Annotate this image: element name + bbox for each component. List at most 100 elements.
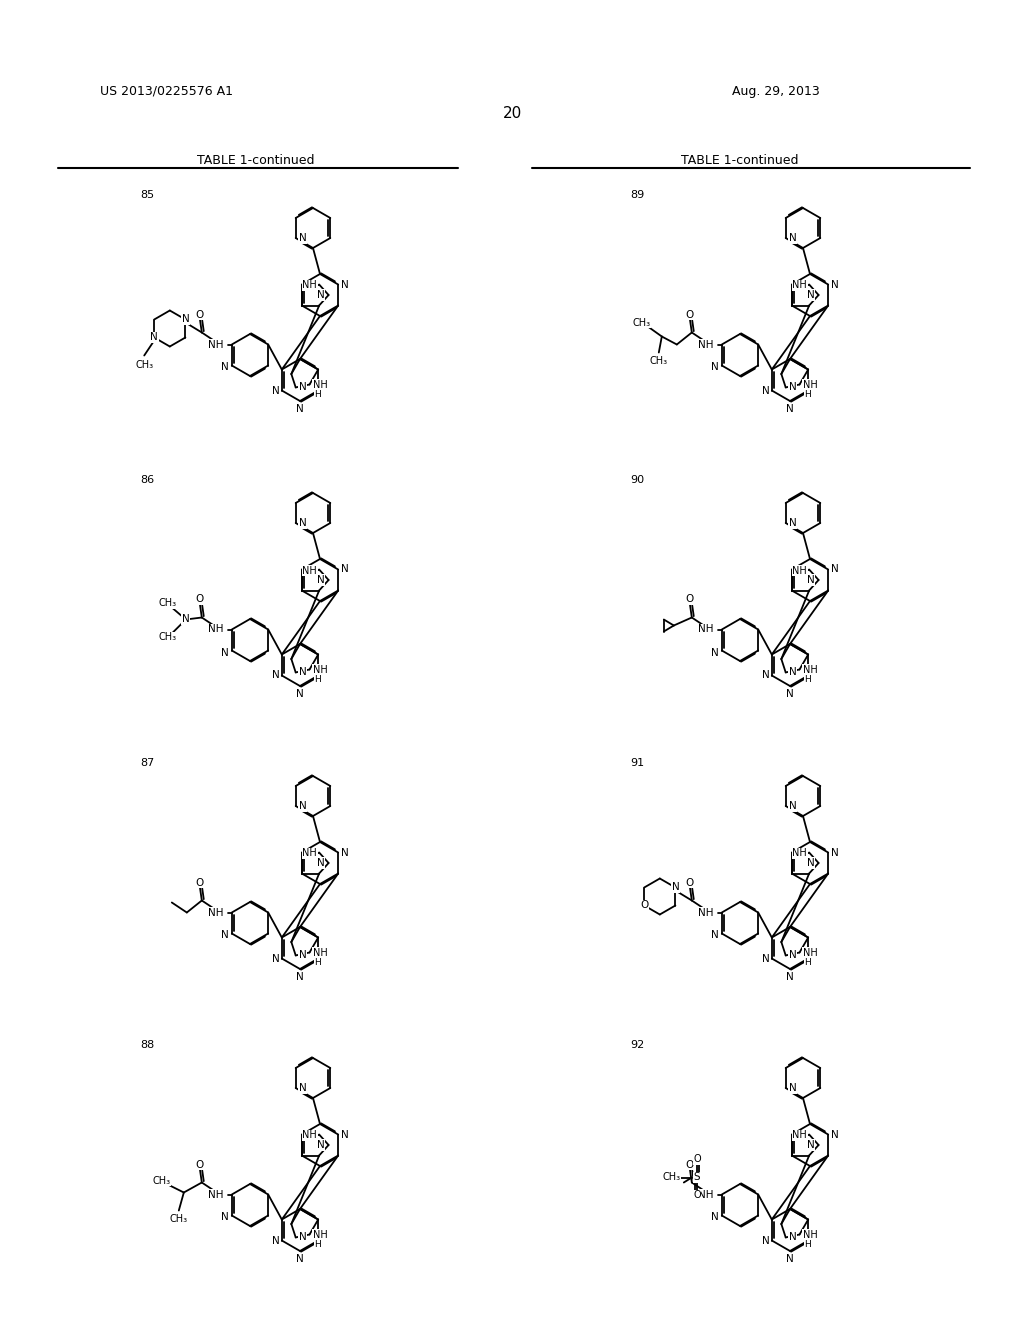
Text: H: H <box>314 675 322 684</box>
Text: N: N <box>341 565 349 574</box>
Text: N: N <box>788 383 797 392</box>
Text: N: N <box>762 385 770 396</box>
Text: NH: NH <box>312 1229 328 1239</box>
Text: US 2013/0225576 A1: US 2013/0225576 A1 <box>100 84 233 98</box>
Text: O: O <box>640 900 648 911</box>
Text: 87: 87 <box>140 758 155 768</box>
Text: H: H <box>314 1239 322 1249</box>
Text: N: N <box>786 1254 794 1265</box>
Text: N: N <box>296 404 304 414</box>
Text: 89: 89 <box>630 190 644 201</box>
Text: NH: NH <box>312 380 328 389</box>
Text: N: N <box>831 280 839 289</box>
Text: NH: NH <box>698 1189 714 1200</box>
Text: 92: 92 <box>630 1040 644 1049</box>
Text: N: N <box>341 280 349 289</box>
Text: CH₃: CH₃ <box>633 318 651 327</box>
Text: N: N <box>341 847 349 858</box>
Text: NH: NH <box>208 1189 224 1200</box>
Text: N: N <box>182 615 189 624</box>
Text: N: N <box>807 1140 814 1150</box>
Text: CH₃: CH₃ <box>650 356 668 367</box>
Text: NH: NH <box>302 1130 317 1140</box>
Text: N: N <box>788 234 797 243</box>
Text: N: N <box>299 668 306 677</box>
Text: NH: NH <box>302 849 317 858</box>
Text: N: N <box>221 363 228 372</box>
Text: N: N <box>296 1254 304 1265</box>
Text: N: N <box>316 858 325 869</box>
Text: N: N <box>807 290 814 300</box>
Text: N: N <box>316 290 325 300</box>
Text: N: N <box>299 517 306 528</box>
Text: N: N <box>272 671 280 681</box>
Text: N: N <box>711 648 719 657</box>
Text: N: N <box>272 385 280 396</box>
Text: O: O <box>196 1159 204 1170</box>
Text: N: N <box>341 1130 349 1139</box>
Text: N: N <box>272 953 280 964</box>
Text: N: N <box>711 363 719 372</box>
Text: N: N <box>831 565 839 574</box>
Text: N: N <box>831 1130 839 1139</box>
Text: NH: NH <box>803 380 817 389</box>
Text: 88: 88 <box>140 1040 155 1049</box>
Text: N: N <box>786 689 794 700</box>
Text: N: N <box>711 931 719 940</box>
Text: CH₃: CH₃ <box>170 1214 187 1225</box>
Text: 91: 91 <box>630 758 644 768</box>
Text: NH: NH <box>698 339 714 350</box>
Text: NH: NH <box>208 624 224 635</box>
Text: N: N <box>788 517 797 528</box>
Text: 90: 90 <box>630 475 644 484</box>
Text: CH₃: CH₃ <box>159 598 177 609</box>
Text: N: N <box>788 1233 797 1242</box>
Text: H: H <box>805 1239 811 1249</box>
Text: NH: NH <box>698 624 714 635</box>
Text: N: N <box>711 1213 719 1222</box>
Text: O: O <box>686 878 694 887</box>
Text: NH: NH <box>803 1229 817 1239</box>
Text: 20: 20 <box>503 106 521 120</box>
Text: TABLE 1-continued: TABLE 1-continued <box>198 154 314 168</box>
Text: N: N <box>299 801 306 810</box>
Text: N: N <box>762 671 770 681</box>
Text: N: N <box>316 576 325 585</box>
Text: Aug. 29, 2013: Aug. 29, 2013 <box>732 84 820 98</box>
Text: N: N <box>299 234 306 243</box>
Text: H: H <box>314 389 322 399</box>
Text: NH: NH <box>208 339 224 350</box>
Text: N: N <box>221 1213 228 1222</box>
Text: N: N <box>786 404 794 414</box>
Text: NH: NH <box>302 281 317 290</box>
Text: N: N <box>296 972 304 982</box>
Text: N: N <box>296 689 304 700</box>
Text: N: N <box>221 648 228 657</box>
Text: CH₃: CH₃ <box>159 632 177 643</box>
Text: N: N <box>299 950 306 961</box>
Text: N: N <box>181 314 189 325</box>
Text: N: N <box>788 801 797 810</box>
Text: N: N <box>762 1236 770 1246</box>
Text: 86: 86 <box>140 475 155 484</box>
Text: H: H <box>805 675 811 684</box>
Text: NH: NH <box>803 664 817 675</box>
Text: O: O <box>686 309 694 319</box>
Text: O: O <box>693 1155 700 1164</box>
Text: TABLE 1-continued: TABLE 1-continued <box>681 154 799 168</box>
Text: N: N <box>762 953 770 964</box>
Text: N: N <box>807 858 814 869</box>
Text: N: N <box>788 1082 797 1093</box>
Text: N: N <box>788 668 797 677</box>
Text: O: O <box>693 1191 700 1200</box>
Text: H: H <box>805 958 811 968</box>
Text: NH: NH <box>803 948 817 957</box>
Text: H: H <box>805 389 811 399</box>
Text: N: N <box>221 931 228 940</box>
Text: CH₃: CH₃ <box>663 1172 681 1183</box>
Text: N: N <box>299 1233 306 1242</box>
Text: N: N <box>807 576 814 585</box>
Text: S: S <box>693 1172 700 1183</box>
Text: N: N <box>299 1082 306 1093</box>
Text: NH: NH <box>312 664 328 675</box>
